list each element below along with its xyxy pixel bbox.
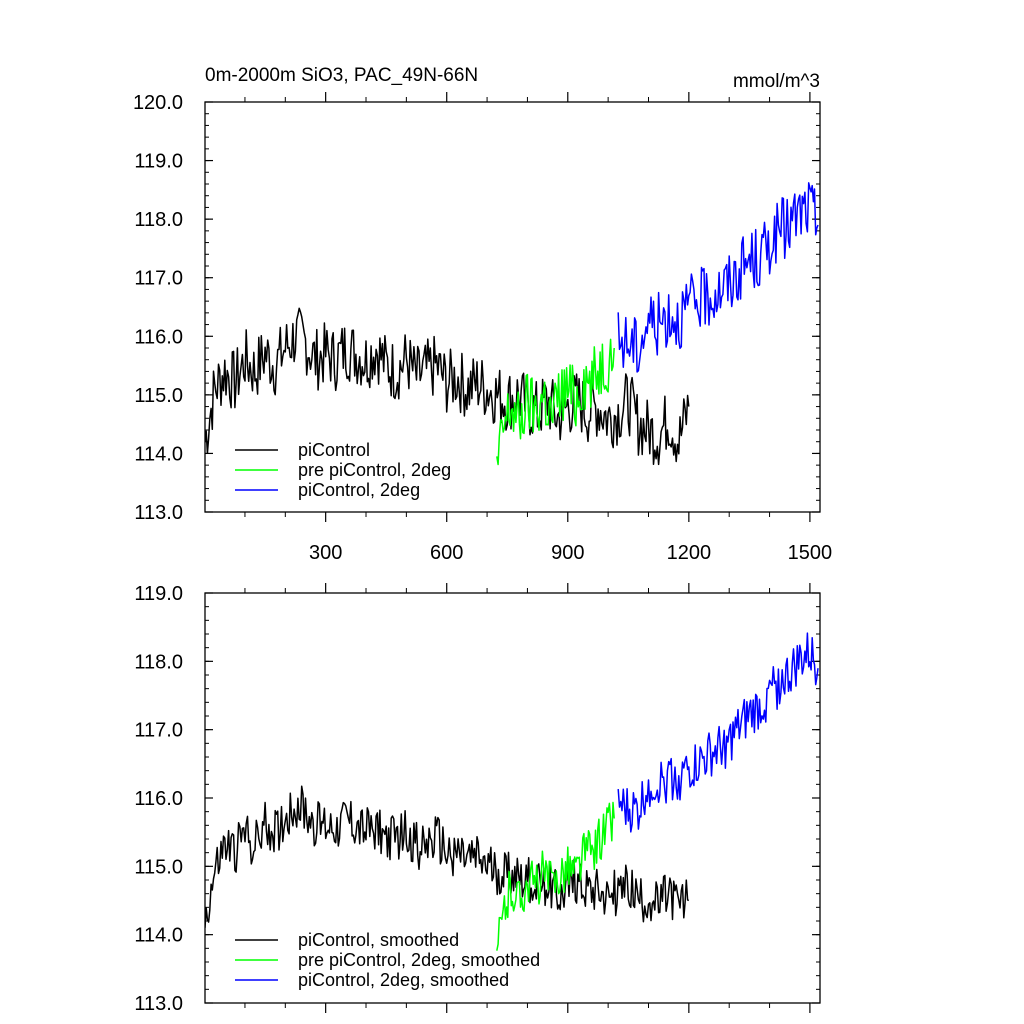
- x-tick-label: 300: [309, 542, 342, 564]
- y-tick-label: 118.0: [134, 651, 183, 673]
- y-tick-label: 115.0: [134, 385, 183, 407]
- bottom-panel: 113.0 114.0 115.0 116.0 117.0 118.0 119.0 piCon…: [134, 583, 821, 1015]
- y-tick-label: 119.0: [134, 151, 183, 173]
- y-tick-label: 113.0: [134, 502, 183, 524]
- series-line-blue: [617, 632, 819, 833]
- series-line-black: [205, 307, 690, 466]
- x-tick-label: 600: [430, 542, 463, 564]
- top-panel: 113.0 114.0 115.0 116.0 117.0 118.0 119.0 120.0…: [133, 92, 832, 564]
- y-tick-label: 120.0: [133, 92, 183, 114]
- chart-title: 0m-2000m SiO3, PAC_49N-66N: [205, 65, 478, 86]
- series-line-green: [496, 801, 615, 951]
- legend-label-black: piControl, smoothed: [298, 930, 459, 950]
- x-tick-label: 1500: [788, 542, 833, 564]
- series-line-black: [205, 785, 690, 928]
- legend-label-black: piControl: [298, 440, 370, 460]
- series-line-green: [496, 338, 615, 466]
- y-tick-label: 118.0: [134, 209, 183, 231]
- y-tick-label: 117.0: [134, 268, 183, 290]
- y-tick-label: 117.0: [134, 720, 183, 742]
- series-line-blue: [617, 182, 819, 373]
- y-tick-label: 115.0: [134, 856, 183, 878]
- x-tick-label: 1200: [667, 542, 712, 564]
- y-tick-label: 116.0: [134, 326, 183, 348]
- y-tick-label: 114.0: [134, 925, 183, 947]
- y-tick-label: 113.0: [134, 993, 183, 1015]
- units-label: mmol/m^3: [733, 71, 820, 92]
- plot-frame: [204, 101, 821, 513]
- legend-label-green: pre piControl, 2deg, smoothed: [298, 950, 540, 970]
- x-tick-label: 900: [551, 542, 584, 564]
- y-tick-label: 114.0: [134, 443, 183, 465]
- legend-label-green: pre piControl, 2deg: [298, 460, 451, 480]
- y-tick-label: 119.0: [134, 583, 183, 605]
- legend-label-blue: piControl, 2deg: [298, 480, 420, 500]
- y-tick-label: 116.0: [134, 788, 183, 810]
- legend-label-blue: piControl, 2deg, smoothed: [298, 970, 509, 990]
